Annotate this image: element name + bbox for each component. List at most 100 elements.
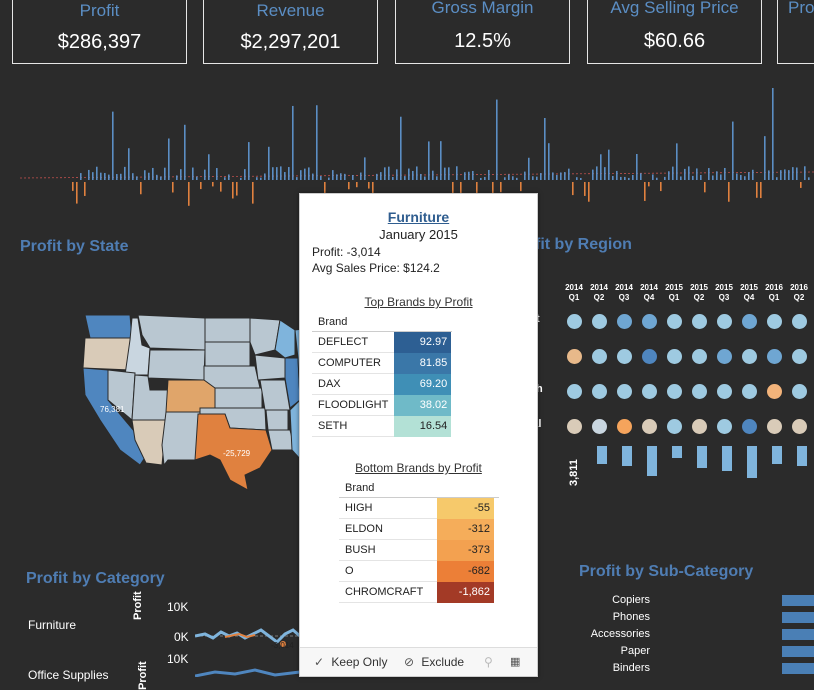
- timeline-bar: [456, 166, 458, 180]
- timeline-bar: [212, 182, 214, 187]
- tooltip-panel: Furniture January 2015 Profit: -3,014 Av…: [299, 193, 538, 677]
- region-dot[interactable]: [792, 419, 807, 434]
- timeline-bar: [276, 167, 278, 180]
- region-dot[interactable]: [767, 384, 782, 399]
- kpi-partial[interactable]: Pro: [777, 0, 814, 64]
- timeline-bar: [320, 175, 322, 180]
- region-dot[interactable]: [642, 384, 657, 399]
- timeline-bar: [616, 170, 618, 180]
- quarter-year: 2015: [665, 283, 683, 292]
- lightbulb-icon[interactable]: ⚲: [484, 655, 493, 669]
- quarter-label: Q4: [643, 293, 655, 302]
- region-dot[interactable]: [667, 314, 682, 329]
- region-dot[interactable]: [667, 419, 682, 434]
- state-wy: [147, 349, 206, 381]
- region-dot[interactable]: [567, 314, 582, 329]
- kpi-gross-margin[interactable]: Gross Margin 12.5%: [395, 0, 570, 64]
- brand-profit-value: 81.85: [394, 352, 452, 374]
- region-dot[interactable]: [792, 349, 807, 364]
- us-state-map[interactable]: 76,381 -25,729: [80, 300, 310, 495]
- check-icon: ✓: [314, 655, 325, 669]
- region-dot[interactable]: [592, 384, 607, 399]
- region-dot[interactable]: [642, 314, 657, 329]
- region-dot[interactable]: [742, 314, 757, 329]
- region-dot[interactable]: [617, 349, 632, 364]
- region-dot[interactable]: [692, 314, 707, 329]
- timeline-bar: [644, 182, 646, 201]
- region-dot[interactable]: [717, 419, 732, 434]
- view-data-icon[interactable]: ▦: [510, 656, 521, 668]
- region-dot[interactable]: [767, 314, 782, 329]
- subcategory-bar[interactable]: [782, 612, 814, 623]
- timeline-bar: [752, 169, 754, 180]
- timeline-bar: [672, 166, 674, 180]
- kpi-profit[interactable]: Profit $286,397: [12, 0, 187, 64]
- region-dot[interactable]: [567, 419, 582, 434]
- category-trend-chart[interactable]: -3,014: [195, 620, 300, 677]
- timeline-bar: [404, 176, 406, 180]
- region-dot[interactable]: [592, 314, 607, 329]
- region-dot[interactable]: [667, 384, 682, 399]
- region-dot[interactable]: [742, 419, 757, 434]
- timeline-bar: [348, 182, 350, 190]
- brand-row: DEFLECT 92.97: [312, 332, 452, 353]
- region-dot[interactable]: [667, 349, 682, 364]
- exclude-button[interactable]: ⊘ Exclude: [404, 655, 464, 669]
- region-bar[interactable]: [622, 446, 632, 466]
- timeline-bar: [792, 167, 794, 180]
- subcategory-bar[interactable]: [782, 629, 814, 640]
- region-dot[interactable]: [642, 419, 657, 434]
- kpi-avg-selling-price[interactable]: Avg Selling Price $60.66: [587, 0, 762, 64]
- timeline-bar: [384, 167, 386, 180]
- region-dot[interactable]: [742, 384, 757, 399]
- region-dot[interactable]: [592, 419, 607, 434]
- region-dot[interactable]: [717, 384, 732, 399]
- kpi-revenue[interactable]: Revenue $2,297,201: [203, 0, 378, 64]
- region-dot[interactable]: [692, 419, 707, 434]
- quarter-label: Q3: [718, 293, 730, 302]
- timeline-bar: [708, 168, 710, 180]
- region-dot[interactable]: [742, 349, 757, 364]
- region-dot[interactable]: [692, 384, 707, 399]
- region-bar[interactable]: [697, 446, 707, 468]
- tooltip-category[interactable]: Furniture: [387, 209, 450, 225]
- region-dot[interactable]: [617, 384, 632, 399]
- subcategory-label: Copiers: [612, 594, 650, 606]
- region-dot[interactable]: [717, 314, 732, 329]
- region-dot[interactable]: [617, 419, 632, 434]
- region-bar[interactable]: [722, 446, 732, 471]
- subcategory-bar[interactable]: [782, 663, 814, 674]
- region-bar[interactable]: [672, 446, 682, 458]
- subcategory-bar[interactable]: [782, 595, 814, 606]
- profit-timeline-chart[interactable]: [0, 80, 814, 210]
- kpi-value: $2,297,201: [240, 31, 341, 53]
- region-dot[interactable]: [792, 314, 807, 329]
- region-dot[interactable]: [642, 349, 657, 364]
- region-bar[interactable]: [597, 446, 607, 464]
- category-row-furniture: Furniture: [28, 618, 77, 632]
- region-dot[interactable]: [617, 314, 632, 329]
- tooltip-footer: ✓ Keep Only ⊘ Exclude ⚲ ▦: [300, 647, 537, 676]
- timeline-bar: [784, 169, 786, 180]
- region-dot[interactable]: [717, 349, 732, 364]
- region-dot[interactable]: [567, 384, 582, 399]
- region-dot[interactable]: [767, 349, 782, 364]
- region-bar[interactable]: [747, 446, 757, 478]
- region-bar[interactable]: [772, 446, 782, 464]
- region-bar[interactable]: [647, 446, 657, 476]
- region-dot[interactable]: [692, 349, 707, 364]
- subcategory-bar[interactable]: [782, 646, 814, 657]
- timeline-bar: [332, 170, 334, 180]
- timeline-bar: [716, 171, 718, 180]
- keep-only-button[interactable]: ✓ Keep Only: [314, 655, 387, 669]
- timeline-bar: [532, 176, 534, 180]
- region-dot[interactable]: [592, 349, 607, 364]
- brand-name: ELDON: [339, 518, 437, 540]
- timeline-bar: [436, 176, 438, 180]
- region-bar[interactable]: [797, 446, 807, 466]
- subcategory-label: Binders: [612, 662, 650, 674]
- region-dot[interactable]: [767, 419, 782, 434]
- timeline-bar: [284, 172, 286, 180]
- region-dot[interactable]: [567, 349, 582, 364]
- region-dot[interactable]: [792, 384, 807, 399]
